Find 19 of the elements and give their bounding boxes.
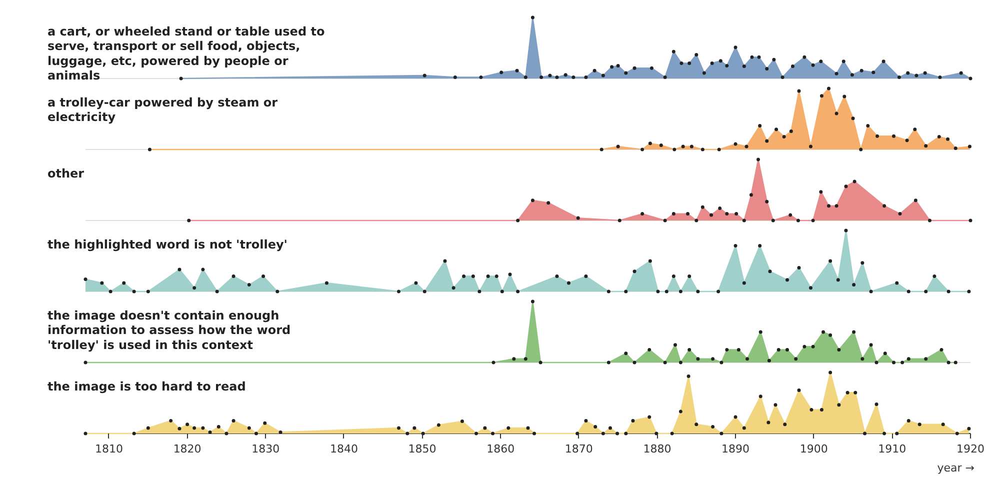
x-tick-label: 1880 [643, 442, 672, 456]
x-tick-label: 1920 [956, 442, 985, 456]
text: the image is too hard to read [48, 380, 246, 394]
x-tick-label: 1890 [722, 442, 750, 456]
x-tick-label: 1870 [564, 442, 593, 456]
text: the highlighted word is not 'trolley' [48, 238, 288, 252]
x-tick-label: 1850 [408, 442, 436, 456]
text: a cart, or wheeled stand or table used to serve, transport or sell food, objects, luggage, etc, powered by people or animals [48, 24, 325, 83]
x-tick-label: 1810 [95, 442, 123, 456]
x-tick-label: 1820 [173, 442, 202, 456]
x-axis-title: year → [937, 462, 975, 474]
x-tick-label: 1900 [800, 442, 828, 456]
text: the image doesn't contain enough information to assess how the word 'trolley' is used in this context [48, 308, 291, 352]
text: other [48, 166, 84, 180]
text: a trolley-car powered by steam or electricity [48, 96, 278, 124]
x-tick-label: 1840 [330, 442, 358, 456]
x-tick-label: 1910 [878, 442, 906, 456]
x-tick-label: 1830 [252, 442, 280, 456]
x-tick-label: 1860 [486, 442, 515, 456]
